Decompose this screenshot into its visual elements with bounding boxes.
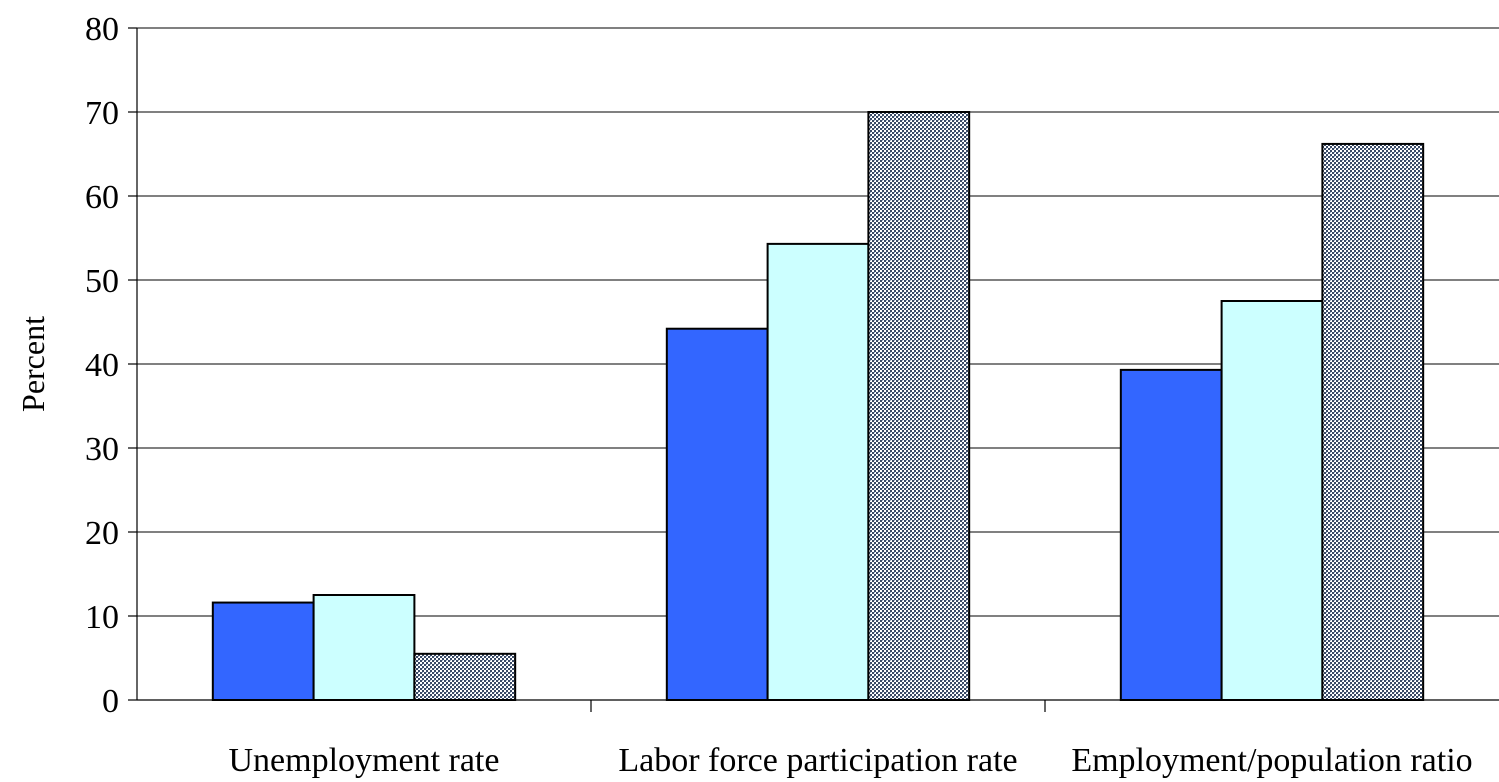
x-category-label: Labor force participation rate bbox=[618, 742, 1017, 779]
bar bbox=[665, 327, 769, 701]
y-tick-label: 40 bbox=[85, 347, 119, 384]
bar bbox=[1119, 368, 1223, 701]
y-axis-title: Percent bbox=[15, 316, 51, 412]
bar bbox=[211, 601, 315, 701]
axes bbox=[128, 27, 1499, 712]
bar bbox=[1220, 300, 1324, 701]
y-tick-label: 60 bbox=[85, 179, 119, 216]
y-tick-label: 10 bbox=[85, 599, 119, 636]
y-tick-label: 30 bbox=[85, 431, 119, 468]
y-tick-label: 80 bbox=[85, 11, 119, 48]
y-tick-label: 20 bbox=[85, 515, 119, 552]
bar bbox=[766, 242, 870, 701]
y-tick-label: 0 bbox=[102, 683, 119, 720]
x-category-label: Employment/population ratio bbox=[1071, 742, 1472, 779]
bar bbox=[312, 594, 416, 701]
bar bbox=[413, 652, 517, 701]
bars bbox=[211, 111, 1425, 702]
y-tick-label: 50 bbox=[85, 263, 119, 300]
y-tick-label: 70 bbox=[85, 95, 119, 132]
x-category-label: Unemployment rate bbox=[229, 742, 500, 779]
bar bbox=[867, 111, 971, 701]
bar bbox=[1321, 142, 1425, 702]
labels: 0 10 20 30 40 50 60 70 80 Unemployment rate Labor … bbox=[85, 11, 1473, 779]
